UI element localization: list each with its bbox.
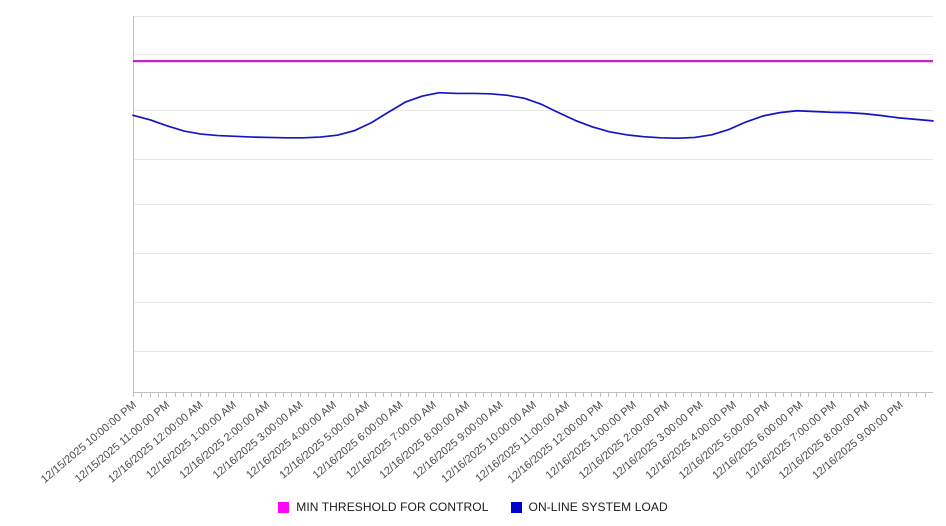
legend-label: ON-LINE SYSTEM LOAD <box>528 500 668 514</box>
chart-legend: MIN THRESHOLD FOR CONTROL ON-LINE SYSTEM… <box>0 496 946 518</box>
legend-label: MIN THRESHOLD FOR CONTROL <box>296 500 489 514</box>
legend-item-min-threshold-for-control[interactable]: MIN THRESHOLD FOR CONTROL <box>278 500 488 514</box>
on-line-system-load-line <box>132 91 934 140</box>
legend-item-on-line-system-load[interactable]: ON-LINE SYSTEM LOAD <box>510 500 668 514</box>
legend-swatch-icon <box>278 501 290 513</box>
x-axis-minor-ticks <box>133 392 926 397</box>
legend-swatch-icon <box>510 501 522 513</box>
